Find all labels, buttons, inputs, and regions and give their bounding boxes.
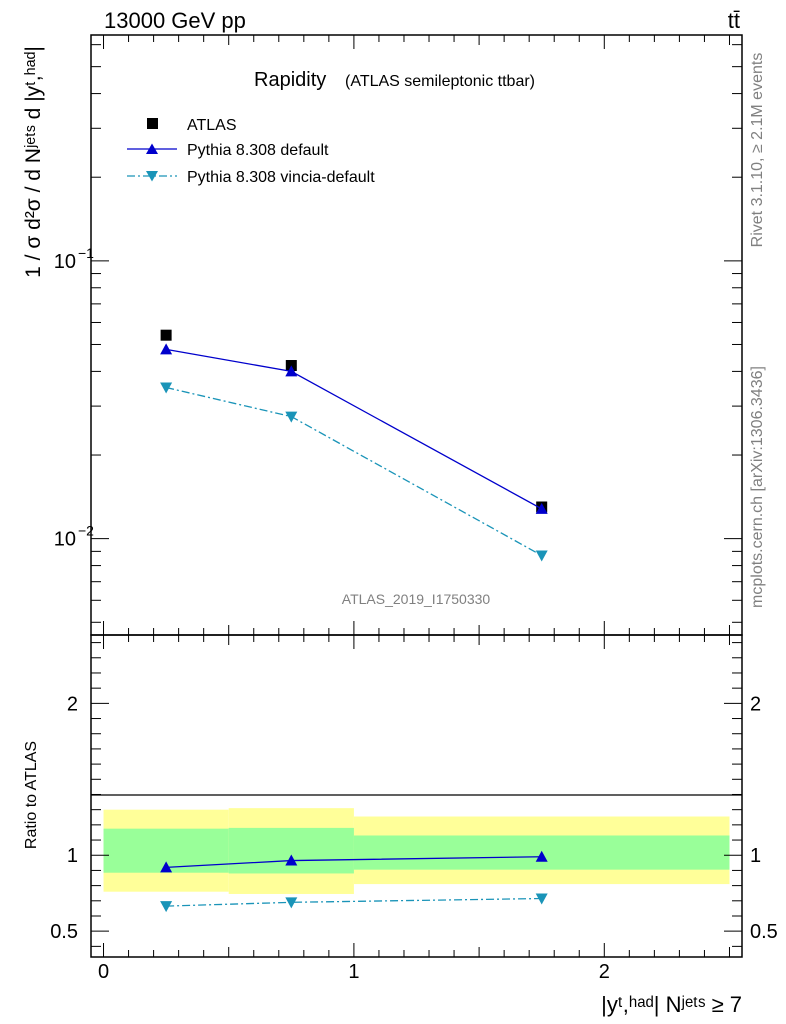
main-line-pythia-8-308-vincia-default [165,386,543,557]
main-axes: 10−110−2 [54,35,742,635]
plot-subtitle: (ATLAS semileptonic ttbar) [345,73,535,90]
main-point-atlas-0 [160,329,172,341]
legend: ATLAS Pythia 8.308 default Pythia 8.308 … [127,117,375,186]
main-point-pythia-8-308-default-1 [285,365,298,377]
legend-marker-atlas [147,118,158,129]
ratio-point-pythia-8-308-vincia-default-2 [535,893,548,905]
x-tick-label: 0 [98,961,109,983]
ratio-y-tick-label: 1 [67,845,78,867]
ratio-y-axis-label: Ratio to ATLAS [23,741,40,849]
ratio-point-pythia-8-308-default-0 [160,861,173,873]
x-axis-label: |yᵗ,ʰᵃᵈ| Nʲᵉᵗˢ ≥ 7 [601,992,742,1017]
main-point-pythia-8-308-vincia-default-0 [160,382,173,394]
ratio-point-pythia-8-308-default-2 [535,850,548,862]
ratio-point-pythia-8-308-default-1 [285,854,298,866]
main-point-pythia-8-308-vincia-default-1 [285,411,298,423]
x-tick-label: 2 [599,961,610,983]
main-y-tick-label: 10 [54,529,76,551]
main-y-axis-label: 1 / σ d²σ / d Nʲᵉᵗˢ d |yᵗ,ʰᵃᵈ| [22,46,45,278]
legend-marker-pythia-default [146,143,158,154]
ratio-plot-area [160,850,548,913]
main-point-pythia-8-308-vincia-default-2 [535,550,548,562]
ratio-y-tick-label-right: 1 [750,845,761,867]
ratio-y-tick-label-right: 0.5 [750,921,778,943]
legend-label-pythia-default: Pythia 8.308 default [187,142,329,159]
ratio-uncertainty-bands [103,808,730,894]
main-y-tick-label: 10 [54,251,76,273]
main-panel: 10−110−2 Rapidity (ATLAS semileptonic tt… [22,34,743,636]
ratio-y-tick-label: 2 [67,693,78,715]
x-tick-label: 1 [348,961,359,983]
main-plot-area [160,329,548,562]
legend-label-pythia-vincia: Pythia 8.308 vincia-default [187,169,375,186]
main-point-pythia-8-308-default-2 [535,502,548,514]
energy-label: 13000 GeV pp [104,8,246,33]
ratio-y-tick-label-right: 2 [750,693,761,715]
main-line-pythia-8-308-default [166,348,543,510]
legend-label-atlas: ATLAS [187,117,237,134]
analysis-label: ATLAS_2019_I1750330 [342,591,491,607]
rivet-label: Rivet 3.1.10, ≥ 2.1M events [749,53,766,248]
ratio-point-pythia-8-308-vincia-default-1 [285,897,298,909]
ratio-band-inner-1 [228,827,354,874]
ratio-frame [90,634,743,958]
main-point-pythia-8-308-default-0 [160,343,173,355]
ratio-line-pythia-8-308-vincia-default [166,897,542,907]
ratio-point-pythia-8-308-vincia-default-0 [160,901,173,913]
main-y-tick-exponent: −1 [78,245,94,261]
process-label: tt̄ [728,8,740,33]
legend-marker-pythia-vincia [146,171,158,182]
ratio-axes: 0.5 0.5 1 1 2 2 0 1 2 [50,635,778,983]
ratio-panel: 0.5 0.5 1 1 2 2 0 1 2 Ratio to ATLAS |yᵗ,ʰᵃᵈ| Nʲ… [23,634,778,1017]
ratio-y-tick-label: 0.5 [50,921,78,943]
main-y-tick-exponent: −2 [78,523,94,539]
mcplots-label: mcplots.cern.ch [arXiv:1306.3436] [749,366,766,608]
plot-title: Rapidity [254,69,326,91]
